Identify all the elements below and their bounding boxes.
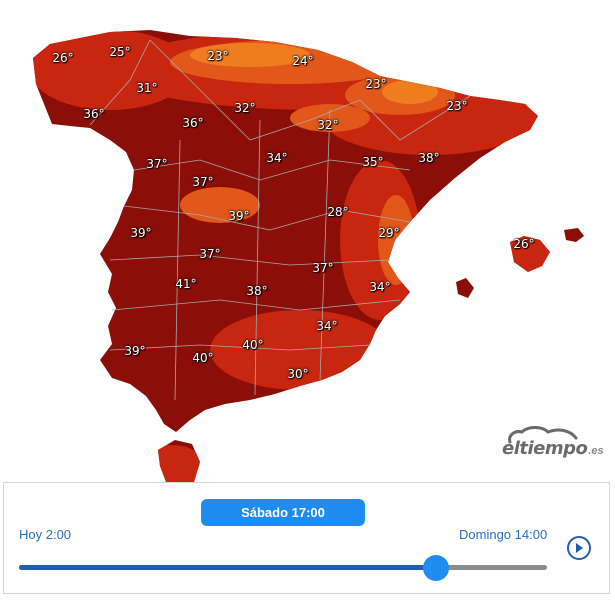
play-button[interactable]	[567, 536, 591, 560]
time-slider[interactable]	[19, 555, 547, 581]
temperature-value: 23°	[207, 49, 229, 63]
temperature-value: 39°	[228, 209, 250, 223]
temperature-value: 26°	[513, 237, 535, 251]
temperature-value: 37°	[192, 175, 214, 189]
logo-tld: .es	[588, 445, 604, 457]
temperature-value: 37°	[146, 157, 168, 171]
temperature-value: 36°	[182, 116, 204, 130]
temperature-value: 37°	[199, 247, 221, 261]
temperature-value: 31°	[136, 81, 158, 95]
temperature-value: 35°	[362, 155, 384, 169]
province-borders	[89, 39, 471, 401]
end-time-label: Domingo 14:00	[459, 527, 548, 542]
time-controls: Sábado 17:00 Hoy 2:00 Domingo 14:00	[3, 482, 610, 594]
temperature-value: 23°	[446, 99, 468, 113]
temperature-value: 28°	[327, 205, 349, 219]
slider-thumb[interactable]	[423, 555, 450, 581]
cloud-logo-icon	[508, 426, 578, 444]
temperature-value: 39°	[130, 226, 152, 240]
spain-map-graphic	[33, 30, 584, 482]
start-time-label: Hoy 2:00	[19, 527, 72, 542]
temperature-value: 26°	[52, 51, 74, 65]
temperature-value: 37°	[312, 261, 334, 275]
temperature-value: 23°	[365, 77, 387, 91]
temperature-map: 26° 25° 23° 24° 23° 23° 31° 36° 36° 32° 32° 34° 35° 3…	[33, 30, 604, 482]
temperature-value: 38°	[418, 151, 440, 165]
temperature-value: 24°	[292, 54, 314, 68]
play-icon	[576, 543, 583, 553]
slider-progress	[19, 565, 437, 570]
temperature-value: 40°	[192, 351, 214, 365]
eltiempo-logo: eltiempo .es	[502, 426, 604, 459]
temperature-value: 36°	[83, 107, 105, 121]
logo-text: eltiempo	[502, 438, 588, 459]
temperature-value: 32°	[234, 101, 256, 115]
temperature-value: 34°	[316, 319, 338, 333]
temperature-value: 38°	[246, 284, 268, 298]
temperature-value: 25°	[109, 45, 131, 59]
temperature-value: 32°	[317, 118, 339, 132]
temperature-value: 39°	[124, 344, 146, 358]
temperature-value: 34°	[369, 280, 391, 294]
temperature-value: 34°	[266, 151, 288, 165]
temperature-value: 40°	[242, 338, 264, 352]
temperature-value: 41°	[175, 277, 197, 291]
temperature-value: 30°	[287, 367, 309, 381]
temperature-value: 29°	[378, 226, 400, 240]
current-time-badge: Sábado 17:00	[201, 499, 365, 526]
